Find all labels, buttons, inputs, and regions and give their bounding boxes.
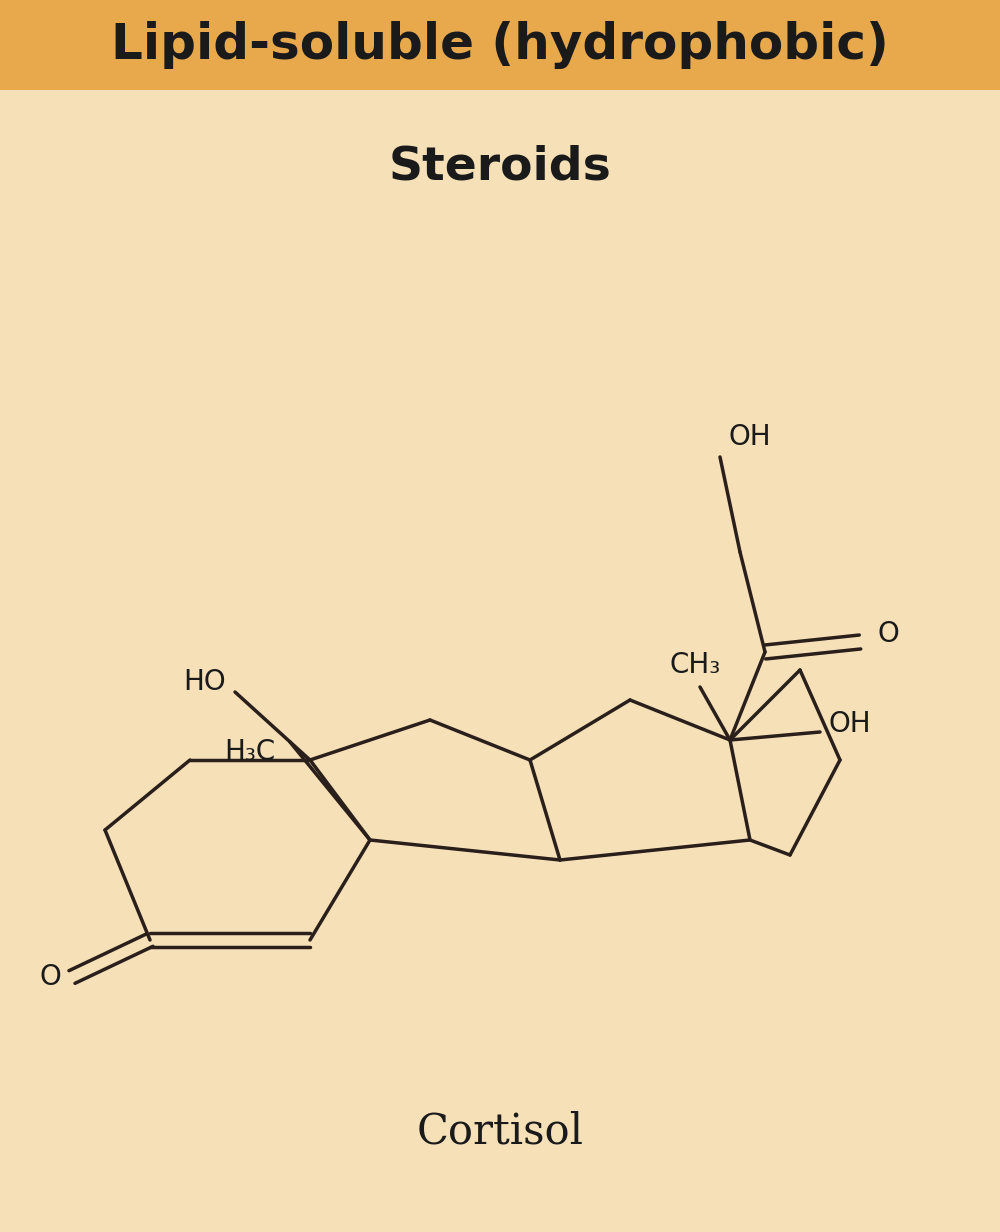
Text: O: O [877, 620, 899, 648]
Text: H₃C: H₃C [224, 738, 276, 766]
Text: Lipid-soluble (hydrophobic): Lipid-soluble (hydrophobic) [111, 21, 889, 69]
Text: CH₃: CH₃ [669, 650, 721, 679]
Text: Cortisol: Cortisol [416, 1111, 584, 1153]
Text: HO: HO [184, 668, 226, 696]
Text: OH: OH [729, 423, 771, 451]
Text: OH: OH [829, 710, 871, 738]
Text: Steroids: Steroids [389, 144, 611, 190]
Bar [0, 0, 1000, 90]
Text: O: O [39, 963, 61, 991]
